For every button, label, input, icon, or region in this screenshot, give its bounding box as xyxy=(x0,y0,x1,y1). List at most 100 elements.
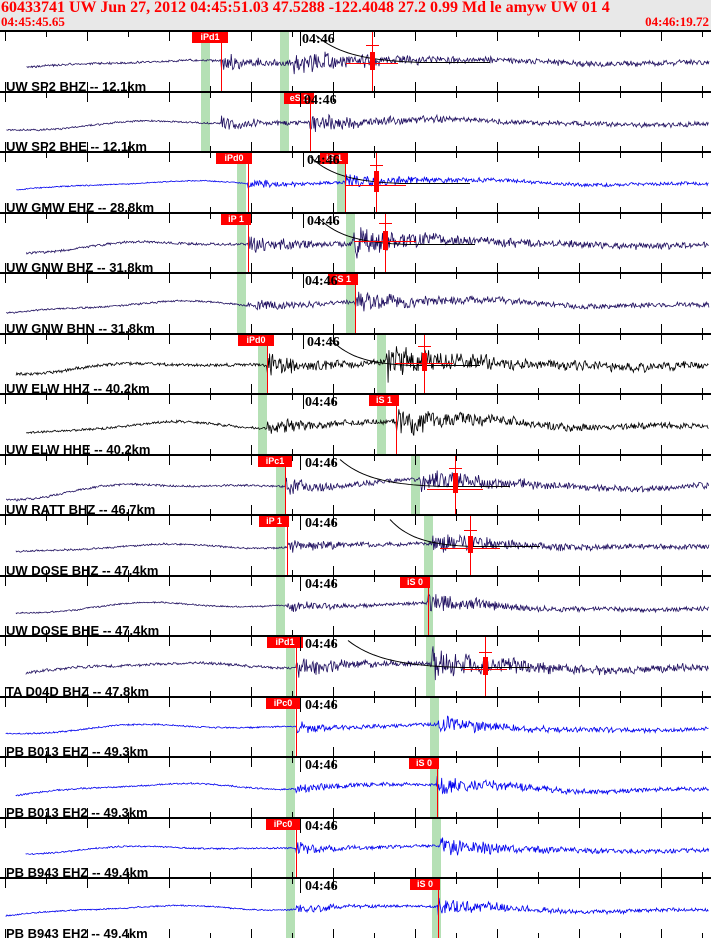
waveform-trace xyxy=(25,837,710,856)
trace-row[interactable]: iPd0 iS 1 04:46 UW GMW EHZ -- 28.8km xyxy=(0,151,711,212)
p-pick-line[interactable] xyxy=(248,153,249,212)
coda-amplitude-bar[interactable] xyxy=(383,230,388,250)
highlight-band xyxy=(201,92,210,152)
p-pick-line[interactable] xyxy=(296,818,297,878)
s-pick-line[interactable] xyxy=(438,879,439,938)
minute-time-label: 04:46 xyxy=(305,576,338,592)
highlight-band xyxy=(286,637,295,696)
trace-row[interactable]: iPd1 04:46 TA D04D BHZ -- 47,8km xyxy=(0,635,711,696)
seismogram-panel[interactable]: iPd1 04:46 UW SP2 BHZ -- 12,1km eS 2 04:46 UW… xyxy=(0,30,711,938)
coda-tick-mark xyxy=(379,223,392,225)
s-pick-line[interactable] xyxy=(396,395,397,454)
minute-tick xyxy=(303,153,304,168)
coda-amplitude-bar[interactable] xyxy=(468,535,473,553)
channel-label: PB B013 EHZ -- 49,3km xyxy=(6,744,149,757)
trace-row[interactable]: eS 2 04:46 UW SP2 BHE -- 12,1km xyxy=(0,90,711,152)
s-pick-line[interactable] xyxy=(345,153,346,212)
waveform-trace xyxy=(15,345,709,383)
minute-tick xyxy=(300,516,301,531)
s-pick-label[interactable]: eS 2 xyxy=(284,92,314,104)
p-pick-label[interactable]: iPd0 xyxy=(216,153,252,165)
minute-tick xyxy=(300,818,301,833)
trace-row[interactable]: iPd1 04:46 UW SP2 BHZ -- 12,1km xyxy=(0,30,711,91)
highlight-band xyxy=(237,274,246,333)
coda-decay-curve xyxy=(329,337,480,366)
s-pick-label[interactable]: iS 1 xyxy=(369,395,399,407)
waveform-trace xyxy=(5,898,709,918)
coda-amplitude-bar[interactable] xyxy=(453,472,458,494)
waveform-trace xyxy=(15,534,710,553)
trace-row[interactable]: iS 1 04:46 UW GNW BHN -- 31.8km xyxy=(0,272,711,333)
minute-time-label: 04:46 xyxy=(304,92,337,108)
p-pick-line[interactable] xyxy=(287,516,288,575)
channel-label: UW ELW HHE -- 40.2km xyxy=(6,441,151,454)
highlight-band xyxy=(258,395,267,454)
trace-row[interactable]: iS 0 04:46 PB B943 EH2 -- 49,4km xyxy=(0,877,711,938)
minute-time-label: 04:46 xyxy=(305,516,338,532)
highlight-band xyxy=(286,758,295,817)
coda-amplitude-bar[interactable] xyxy=(370,51,375,71)
trace-row[interactable]: iPc0 04:46 PB B013 EHZ -- 49,3km xyxy=(0,695,711,757)
highlight-band xyxy=(276,516,285,575)
s-pick-label[interactable]: iS 1 xyxy=(320,153,348,165)
channel-label: UW GMW EHZ -- 28.8km xyxy=(6,199,155,212)
coda-tick-mark xyxy=(418,345,431,347)
highlight-band xyxy=(280,32,289,91)
p-pick-line[interactable] xyxy=(296,697,297,757)
highlight-band xyxy=(432,818,441,878)
p-pick-line[interactable] xyxy=(221,32,222,91)
coda-amplitude-bar[interactable] xyxy=(422,352,427,371)
highlight-band xyxy=(430,758,439,817)
channel-label: TA D04D BHZ -- 47,8km xyxy=(6,683,150,696)
s-pick-label[interactable]: iS 0 xyxy=(409,758,439,770)
p-pick-label[interactable]: iP 1 xyxy=(259,516,289,528)
highlight-band xyxy=(201,32,210,91)
p-pick-label[interactable]: iPd1 xyxy=(267,637,303,649)
s-pick-label[interactable]: iS 0 xyxy=(400,576,430,588)
s-pick-line[interactable] xyxy=(428,576,429,636)
trace-row[interactable]: iPc0 04:46 PB B943 EHZ -- 49,4km xyxy=(0,816,711,878)
coda-tick-mark xyxy=(479,651,492,653)
highlight-band xyxy=(276,576,285,636)
minute-tick xyxy=(300,455,301,470)
p-pick-label[interactable]: iPd0 xyxy=(238,334,274,346)
coda-decay-curve xyxy=(389,519,540,548)
p-pick-label[interactable]: iPd1 xyxy=(192,32,228,43)
s-pick-label[interactable]: iS 1 xyxy=(328,274,358,286)
trace-row[interactable]: iP 1 04:46 UW GNW BHZ -- 31.8km xyxy=(0,211,711,273)
coda-tick-mark xyxy=(366,45,379,47)
minute-time-label: 04:46 xyxy=(307,213,340,229)
p-pick-label[interactable]: iPc1 xyxy=(258,455,292,467)
minute-time-label: 04:46 xyxy=(305,879,338,895)
p-pick-label[interactable]: iPc0 xyxy=(266,697,300,709)
trace-row[interactable]: iP 1 04:46 UW DOSE BHZ -- 47.4km xyxy=(0,514,711,575)
waveform-trace xyxy=(6,113,709,132)
p-pick-line[interactable] xyxy=(248,213,249,273)
channel-label: PB B013 EH2 -- 49,3km xyxy=(6,804,148,817)
minute-tick xyxy=(300,576,301,591)
minute-tick xyxy=(300,92,301,107)
p-pick-line[interactable] xyxy=(285,455,286,515)
p-pick-label[interactable]: iPc0 xyxy=(266,818,300,830)
highlight-band xyxy=(337,153,346,212)
coda-amplitude-bar[interactable] xyxy=(374,171,379,192)
s-pick-line[interactable] xyxy=(310,92,311,152)
coda-amplitude-bar[interactable] xyxy=(483,656,488,675)
trace-row[interactable]: iS 0 04:46 UW DOSE BHE -- 47.4km xyxy=(0,574,711,636)
p-pick-line[interactable] xyxy=(267,334,268,394)
trace-row[interactable]: iS 1 04:46 UW ELW HHE -- 40.2km xyxy=(0,393,711,454)
waveform-trace xyxy=(25,226,709,259)
trace-row[interactable]: iS 0 04:46 PB B013 EH2 -- 49,3km xyxy=(0,756,711,817)
highlight-band xyxy=(377,334,386,394)
channel-label: UW SP2 BHZ -- 12,1km xyxy=(6,78,147,91)
s-pick-line[interactable] xyxy=(437,758,438,817)
minute-time-label: 04:46 xyxy=(307,153,340,169)
trace-row[interactable]: iPc1 04:46 UW RATT BHZ -- 46.7km xyxy=(0,453,711,515)
s-pick-line[interactable] xyxy=(355,274,356,333)
p-pick-label[interactable]: iP 1 xyxy=(221,213,251,225)
trace-row[interactable]: iPd0 04:46 UW ELW HHZ -- 40.2km xyxy=(0,332,711,394)
waveform-trace xyxy=(15,776,710,797)
s-pick-label[interactable]: iS 0 xyxy=(410,879,440,891)
channel-label: UW SP2 BHE -- 12,1km xyxy=(6,139,147,152)
p-pick-line[interactable] xyxy=(296,637,297,696)
